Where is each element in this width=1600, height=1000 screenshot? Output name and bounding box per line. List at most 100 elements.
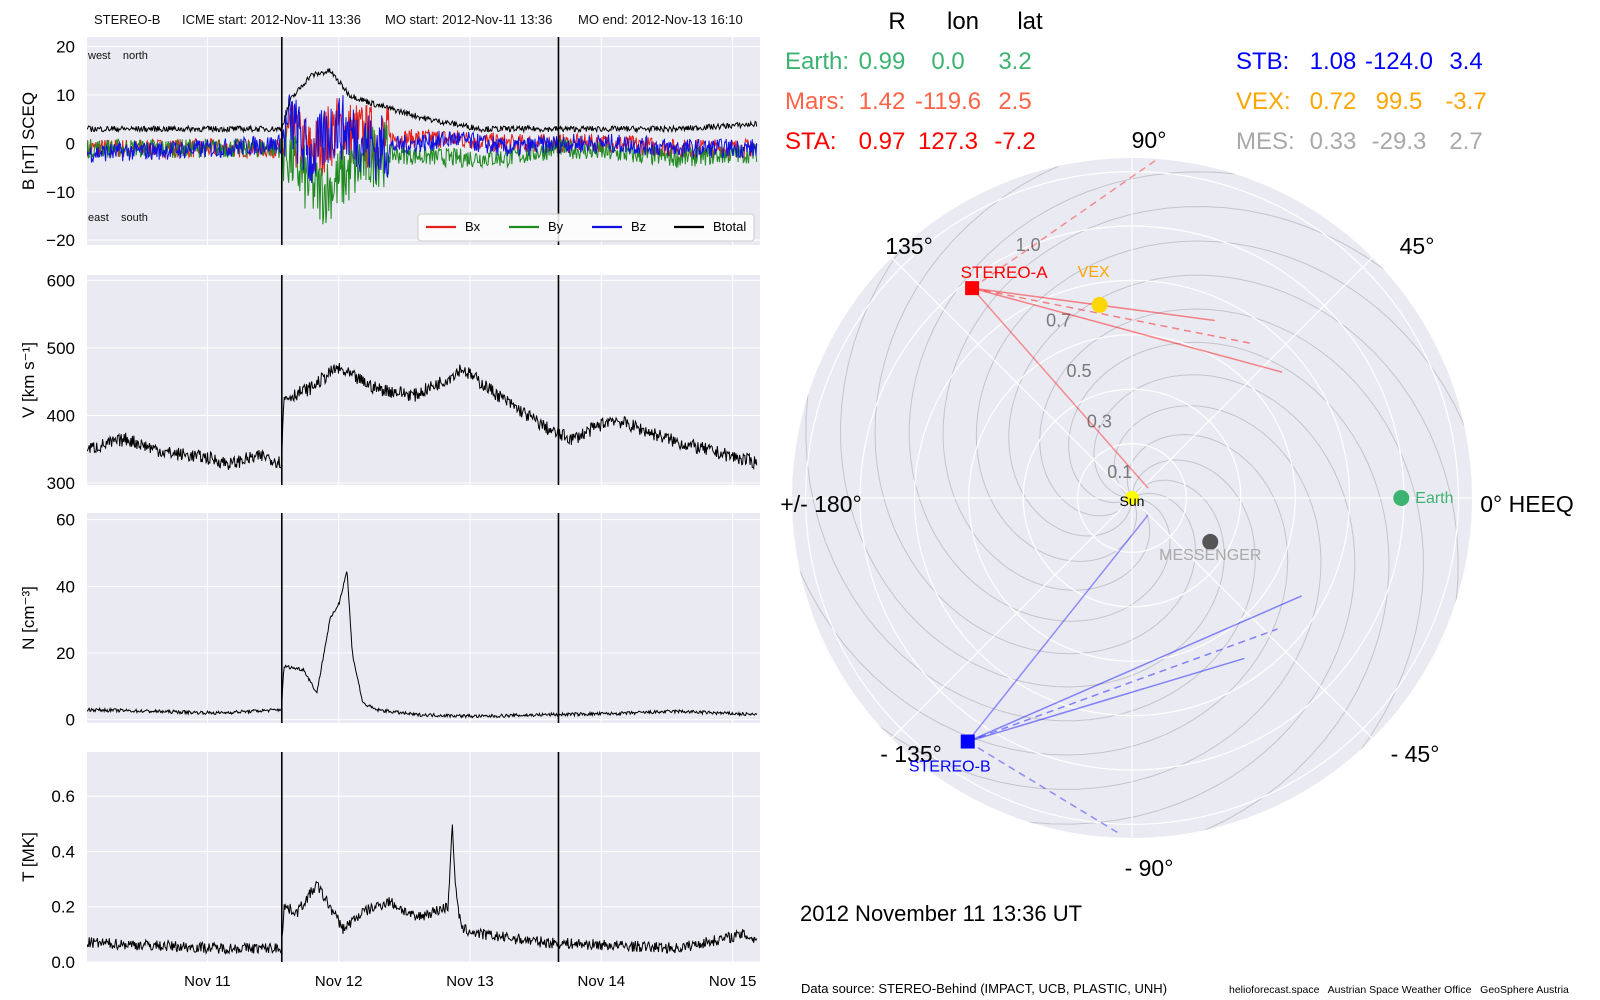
y-tick-label: 20 [56, 38, 75, 57]
table-label-left: Mars: [785, 88, 845, 115]
stereo-a-marker [965, 281, 980, 296]
table-value-r: 0.72 [1310, 88, 1357, 115]
y-tick-label: 0.2 [51, 898, 75, 917]
timeseries-header: STEREO-B ICME start: 2012-Nov-11 13:36 M… [94, 12, 743, 27]
spiral-line [828, 405, 1322, 790]
sta-fov-line [971, 157, 1160, 289]
polar-grid-spoke [891, 497, 1133, 739]
earth-marker [1393, 490, 1410, 506]
legend-label-bz: Bz [631, 219, 646, 234]
y-axis-label: T [MK] [19, 832, 38, 882]
series-line-btotal [87, 68, 758, 134]
polar-angle-label: 135° [885, 233, 933, 259]
spiral-line [1039, 308, 1424, 802]
table-value-r: 0.99 [859, 48, 906, 75]
table-header-r: R [888, 8, 905, 35]
legend-label-bx: Bx [465, 219, 481, 234]
header-spacecraft: STEREO-B [94, 12, 160, 27]
table-value-r: 0.33 [1310, 128, 1357, 155]
table-header-lat: lat [1017, 8, 1043, 35]
x-tick-label: Nov 12 [315, 973, 363, 990]
table-label-left: STA: [785, 128, 837, 155]
stb-fov-line [967, 595, 1302, 743]
plot-datetime: 2012 November 11 13:36 UT [800, 901, 1082, 926]
table-label-left: Earth: [785, 48, 849, 75]
x-tick-label: Nov 13 [446, 973, 494, 990]
stb-fov-line [967, 628, 1278, 743]
credits-note: helioforecast.space Austrian Space Weath… [1229, 984, 1569, 996]
table-value-lon: 99.5 [1376, 88, 1423, 115]
spiral-line [960, 374, 1356, 825]
legend-frame [417, 213, 755, 242]
earth-label: Earth [1415, 490, 1453, 507]
x-tick-label: Nov 11 [184, 973, 230, 990]
table-label-right: VEX: [1236, 88, 1291, 115]
parker-spirals [792, 158, 1472, 838]
vex-label: VEX [1078, 264, 1110, 281]
y-tick-label: 400 [47, 406, 75, 425]
stereo-b-marker [960, 734, 975, 749]
header-icme-start: ICME start: 2012-Nov-11 13:36 [182, 12, 361, 27]
temperature-panel: 0.0 0.2 0.4 0.6 Nov 11 Nov 12 Nov 13 Nov 14 Nov … [19, 752, 760, 990]
spiral-line [908, 171, 1304, 622]
table-value-lat: 3.4 [1449, 48, 1482, 75]
header-mo-start: MO start: 2012-Nov-11 13:36 [385, 12, 552, 27]
sta-fov-line [971, 287, 1149, 489]
plot-area [87, 513, 760, 723]
table-value-lat: 3.2 [998, 48, 1031, 75]
legend-label-by: By [548, 219, 564, 234]
y-tick-label: −20 [46, 231, 75, 250]
b-field-panel: −20 −10 0 10 20 B [nT] SCEQ [19, 37, 760, 250]
y-tick-label: 600 [47, 271, 75, 290]
spiral-line [840, 194, 1225, 688]
polar-grid-spoke [1131, 497, 1373, 739]
spiral-line [805, 326, 1256, 722]
y-axis-label: V [km s⁻¹] [19, 342, 38, 418]
stb-fov-line [967, 657, 1245, 743]
polar-angle-label: 0° HEEQ [1480, 491, 1574, 517]
y-tick-label: 40 [56, 577, 75, 596]
polar-angle-label: +/- 180° [780, 491, 861, 517]
position-table: R lon lat Earth: 0.99 0.0 3.2 Mars: 1.42 -119.… [785, 8, 1487, 155]
polar-position-plot: 0° HEEQ 45° 90° 135° +/- 180° - 135° - 90° - 45… [780, 127, 1574, 881]
spiral-line [1068, 341, 1390, 838]
header-mo-end: MO end: 2012-Nov-13 16:10 [578, 12, 743, 27]
polar-radial-label: 0.3 [1087, 411, 1112, 431]
polar-angle-label: 90° [1132, 127, 1167, 153]
spiral-line [1008, 274, 1459, 670]
table-value-lat: -7.2 [994, 128, 1035, 155]
series-line-bz [87, 94, 758, 183]
table-value-lon: -124.0 [1365, 48, 1433, 75]
table-value-lon: -119.6 [915, 88, 981, 115]
y-tick-label: 0.4 [51, 842, 75, 861]
y-tick-label: 0.0 [51, 953, 75, 972]
polar-angle-label: - 45° [1391, 741, 1440, 767]
stb-fov-line [967, 740, 1121, 835]
b-legend: Bx By Bz Btotal [417, 213, 755, 242]
y-tick-label: 0 [66, 711, 75, 730]
table-value-lat: -3.7 [1445, 88, 1486, 115]
y-tick-label: −10 [46, 183, 75, 202]
table-label-right: STB: [1236, 48, 1289, 75]
plot-area [87, 275, 760, 485]
stereo-b-label: STEREO-B [909, 759, 991, 776]
polar-radial-label: 0.7 [1046, 310, 1071, 330]
table-header-lon: lon [947, 8, 979, 35]
stereo-a-label: STEREO-A [961, 263, 1049, 282]
y-tick-label: 500 [47, 339, 75, 358]
spiral-line [792, 434, 1289, 756]
table-value-r: 0.97 [859, 128, 906, 155]
table-value-r: 1.42 [859, 88, 906, 115]
vex-marker [1091, 296, 1108, 313]
spiral-line [942, 206, 1436, 591]
polar-grid-spoke [891, 257, 1133, 499]
x-tick-label: Nov 14 [578, 973, 626, 990]
polar-grid-spoke [1131, 257, 1373, 499]
polar-radial-label: 0.1 [1107, 462, 1132, 482]
y-tick-label: 20 [56, 644, 75, 663]
messenger-marker [1202, 533, 1219, 550]
legend-label-btotal: Btotal [713, 219, 746, 234]
sta-fov-line [971, 287, 1283, 373]
table-value-lon: 127.3 [918, 128, 978, 155]
